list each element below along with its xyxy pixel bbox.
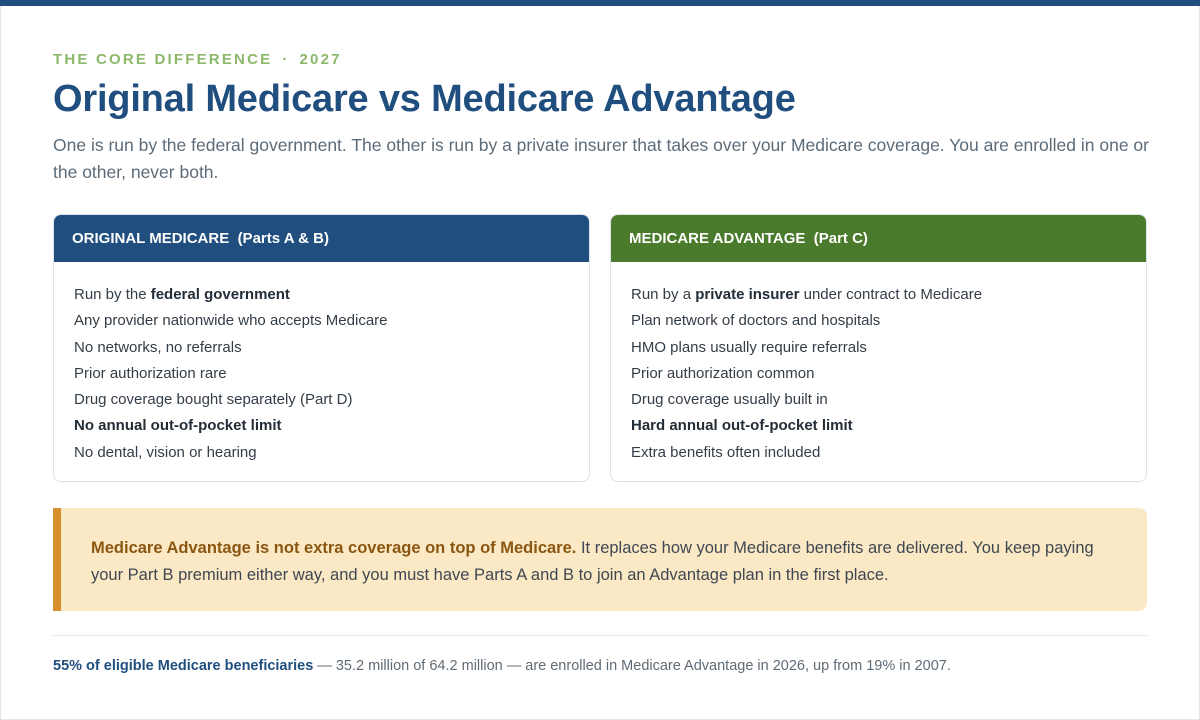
list-item-text: Prior authorization rare <box>74 364 227 382</box>
callout-note: Medicare Advantage is not extra coverage… <box>53 508 1147 611</box>
eyebrow-separator: · <box>282 51 290 68</box>
list-item: Run by a private insurer under contract … <box>631 282 1146 308</box>
list-item: No networks, no referrals <box>74 335 589 361</box>
divider <box>53 635 1147 636</box>
list-item-text: No networks, no referrals <box>74 338 242 356</box>
list-item: Prior authorization rare <box>74 361 589 387</box>
list-item: Prior authorization common <box>631 361 1146 387</box>
list-item-text: Drug coverage usually built in <box>631 391 828 409</box>
page-title: Original Medicare vs Medicare Advantage <box>53 78 796 120</box>
list-item-text: Any provider nationwide who accepts Medi… <box>74 312 388 330</box>
list-item: HMO plans usually require referrals <box>631 335 1146 361</box>
list-item-text: Plan network of doctors and hospitals <box>631 312 881 330</box>
top-accent-bar <box>0 0 1200 6</box>
original-medicare-header: ORIGINAL MEDICARE (Parts A & B) <box>54 215 589 262</box>
medicare-advantage-header: MEDICARE ADVANTAGE (Part C) <box>611 215 1146 262</box>
list-item-emphasis: No annual out-of-pocket limit <box>74 417 282 435</box>
list-item-emphasis: federal government <box>150 286 290 303</box>
eyebrow-year: 2027 <box>299 51 342 68</box>
list-item: Extra benefits often included <box>631 440 1146 466</box>
list-item-text: Prior authorization common <box>631 364 815 382</box>
footnote-body: — 35.2 million of 64.2 million — are enr… <box>313 658 951 674</box>
list-item-emphasis: private insurer <box>695 286 800 303</box>
medicare-advantage-list: Run by a private insurer under contract … <box>611 262 1146 466</box>
list-item: Run by the federal government <box>74 282 589 308</box>
original-medicare-list: Run by the federal government Any provide… <box>54 262 589 466</box>
medicare-advantage-card: MEDICARE ADVANTAGE (Part C) Run by a pri… <box>610 214 1147 482</box>
eyebrow: THE CORE DIFFERENCE · 2027 <box>53 51 342 68</box>
list-item: Drug coverage usually built in <box>631 387 1146 413</box>
list-item-emphasis: Hard annual out-of-pocket limit <box>631 417 853 435</box>
list-item-text: under contract to Medicare <box>799 286 983 303</box>
footnote-stat: 55% of eligible Medicare beneficiaries <box>53 658 314 674</box>
eyebrow-label: THE CORE DIFFERENCE <box>53 51 273 68</box>
list-item-text: HMO plans usually require referrals <box>631 338 867 356</box>
list-item: No dental, vision or hearing <box>74 440 589 466</box>
callout-body: It replaces how your Medicare benefits a… <box>91 539 1094 584</box>
page-subtitle: One is run by the federal government. Th… <box>53 135 1149 182</box>
footnote: 55% of eligible Medicare beneficiaries —… <box>53 658 951 674</box>
list-item: Any provider nationwide who accepts Medi… <box>74 308 589 334</box>
list-item-text: Run by the <box>74 286 151 303</box>
original-medicare-card: ORIGINAL MEDICARE (Parts A & B) Run by t… <box>53 214 590 482</box>
list-item-text: No dental, vision or hearing <box>74 443 257 461</box>
list-item: Plan network of doctors and hospitals <box>631 308 1146 334</box>
list-item: Hard annual out-of-pocket limit <box>631 413 1146 439</box>
list-item-text: Extra benefits often included <box>631 443 821 461</box>
list-item: No annual out-of-pocket limit <box>74 413 589 439</box>
list-item: Drug coverage bought separately (Part D) <box>74 387 589 413</box>
callout-lead: Medicare Advantage is not extra coverage… <box>91 539 577 557</box>
list-item-text: Run by a <box>631 286 696 303</box>
list-item-text: Drug coverage bought separately (Part D) <box>74 391 353 409</box>
